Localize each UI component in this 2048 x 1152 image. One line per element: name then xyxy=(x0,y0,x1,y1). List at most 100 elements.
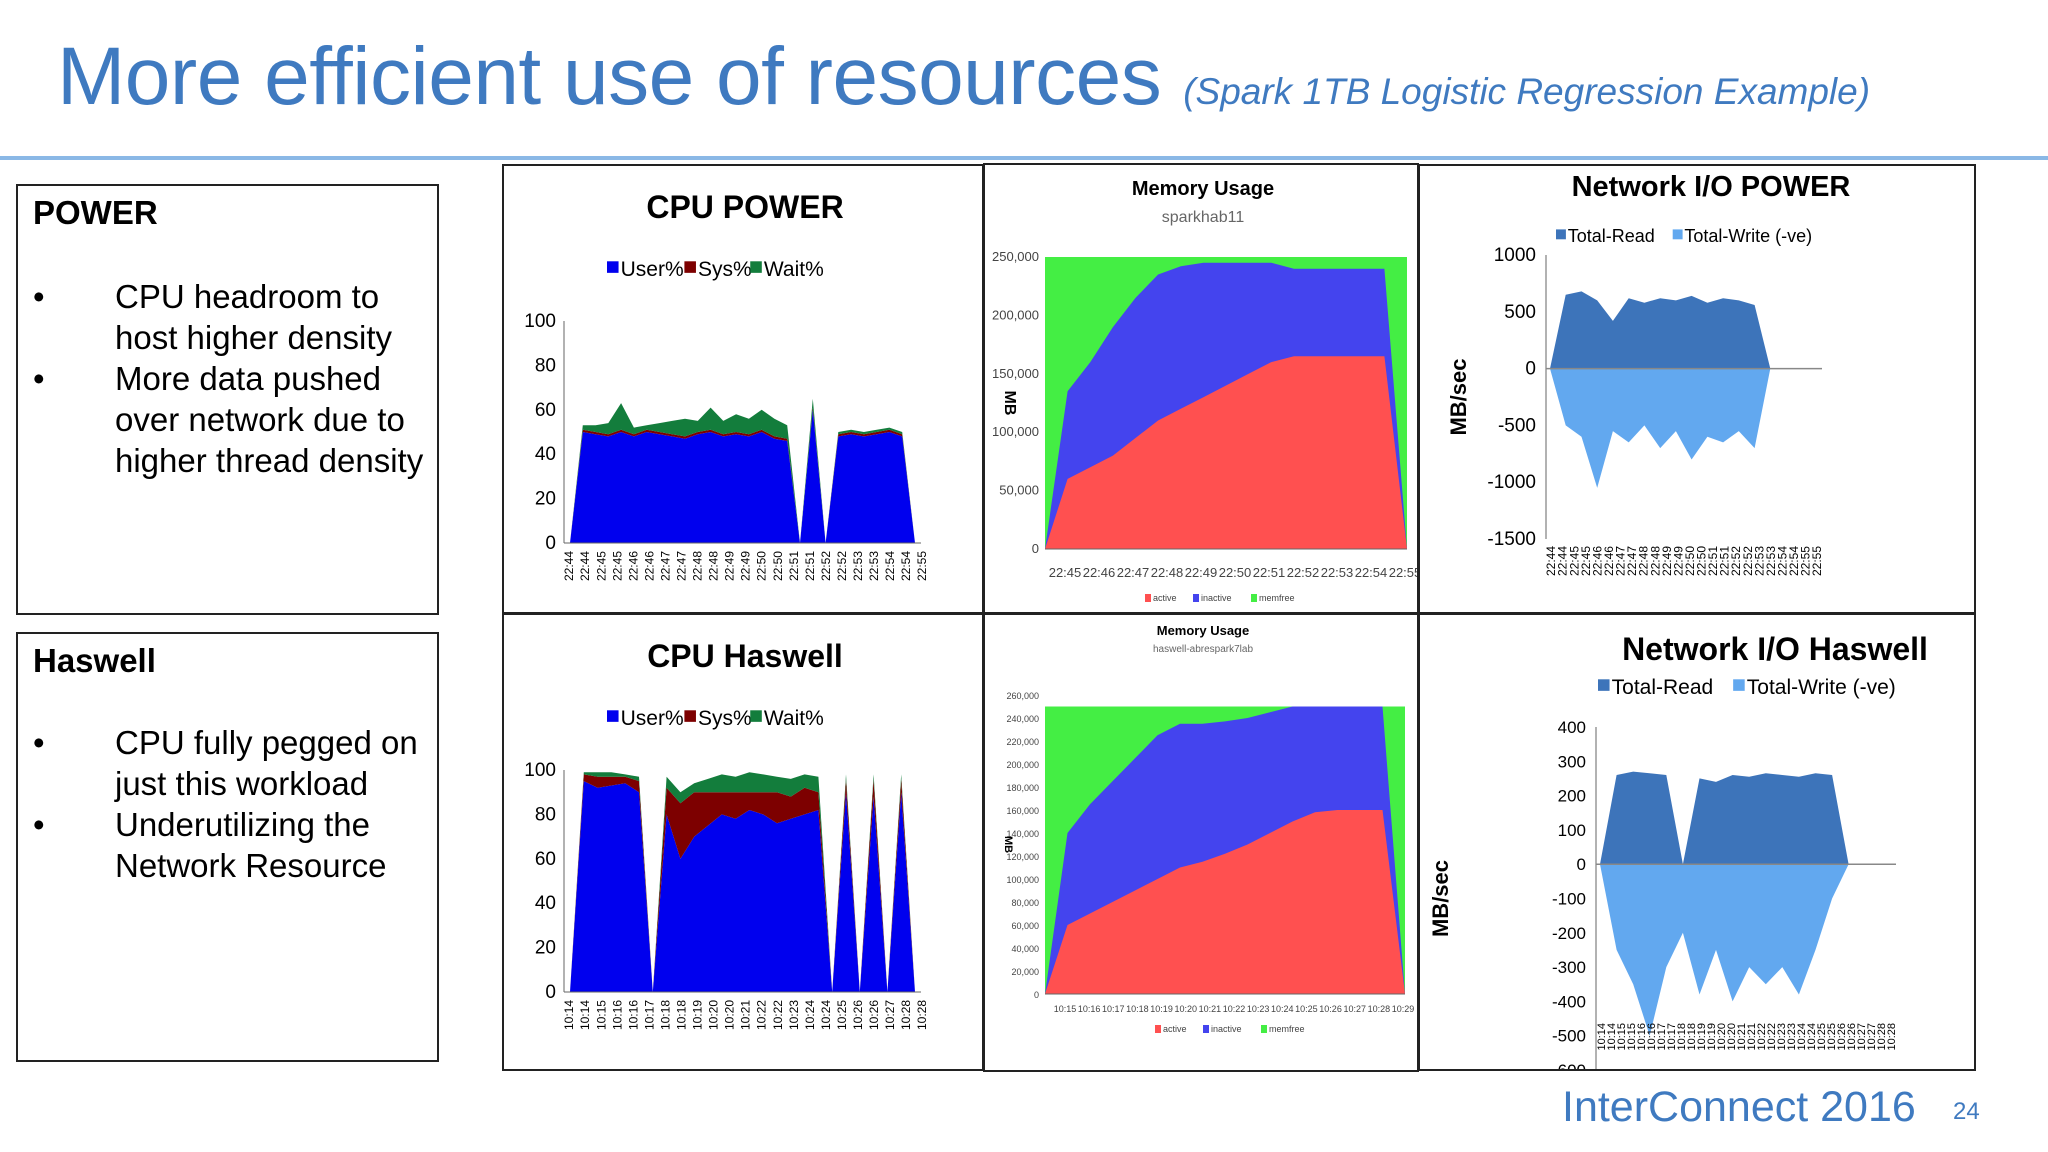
chart-title: Network I/O POWER xyxy=(1572,171,1851,203)
x-tick-label: 22:48 xyxy=(1648,546,1662,576)
x-tick-label: 22:45 xyxy=(610,551,624,581)
y-tick-label: 300 xyxy=(1558,752,1586,771)
x-tick-label: 22:53 xyxy=(851,551,865,581)
y-tick-label: 80 xyxy=(535,804,556,825)
x-tick-label: 10:18 xyxy=(674,1000,688,1030)
x-tick-label: 22:50 xyxy=(1219,565,1252,580)
y-tick-label: 40 xyxy=(535,893,556,914)
x-tick-label: 10:15 xyxy=(1616,1023,1628,1051)
x-tick-label: 22:55 xyxy=(915,551,929,581)
network-power-chart: Network I/O POWER Total-Read Total-Write (… xyxy=(1418,164,1976,614)
slide-subtitle: (Spark 1TB Logistic Regression Example) xyxy=(1183,71,1871,112)
y-axis-label: MB/sec xyxy=(1446,358,1471,435)
x-tick-label: 10:23 xyxy=(787,1000,801,1030)
y-tick-label: 40 xyxy=(535,444,556,465)
legend-label: Total-Read xyxy=(1568,226,1655,246)
x-tick-label: 10:27 xyxy=(1343,1004,1366,1014)
y-tick-label: -400 xyxy=(1552,992,1586,1011)
x-tick-label: 22:49 xyxy=(1671,546,1685,576)
bullet-text: CPU fully pegged on just this workload xyxy=(115,724,418,802)
y-axis-label: MB xyxy=(1001,391,1018,416)
y-tick-label: 150,000 xyxy=(992,366,1039,381)
legend-swatch xyxy=(607,710,619,722)
y-tick-label: 240,000 xyxy=(1006,714,1039,724)
x-tick-label: 22:47 xyxy=(1117,565,1150,580)
x-tick-label: 22:48 xyxy=(691,551,705,581)
legend-swatch xyxy=(1155,1025,1161,1033)
x-tick-label: 22:45 xyxy=(1049,565,1082,580)
x-tick-label: 10:27 xyxy=(1866,1023,1878,1051)
x-tick-label: 10:20 xyxy=(723,1000,737,1030)
x-tick-label: 22:50 xyxy=(771,551,785,581)
y-tick-label: 400 xyxy=(1558,718,1586,737)
y-tick-label: 80 xyxy=(535,355,556,376)
x-tick-label: 10:20 xyxy=(1174,1004,1197,1014)
x-tick-label: 22:51 xyxy=(1706,546,1720,576)
series-area-user- xyxy=(570,409,915,543)
x-tick-label: 10:28 xyxy=(899,1000,913,1030)
x-tick-label: 10:25 xyxy=(1826,1023,1838,1051)
bullet-text: CPU headroom to host higher density xyxy=(115,278,393,356)
x-tick-label: 22:50 xyxy=(1695,546,1709,576)
x-tick-label: 10:16 xyxy=(610,1000,624,1030)
y-tick-label: 180,000 xyxy=(1006,783,1039,793)
x-tick-label: 10:18 xyxy=(1676,1023,1688,1051)
bullet-dot: • xyxy=(33,360,45,397)
slide-title: More efficient use of resources xyxy=(57,31,1162,122)
series-area-user- xyxy=(570,781,915,992)
bullet-dot: • xyxy=(33,724,45,761)
x-tick-label: 22:52 xyxy=(1741,546,1755,576)
chart-subtitle: haswell-abrespark7lab xyxy=(1153,644,1253,655)
x-tick-label: 22:54 xyxy=(1787,546,1801,576)
legend-swatch xyxy=(1733,679,1745,691)
y-tick-label: 200,000 xyxy=(1006,760,1039,770)
x-tick-label: 22:45 xyxy=(1567,546,1581,576)
chart-title: CPU Haswell xyxy=(647,638,843,674)
y-tick-label: 0 xyxy=(1525,359,1536,380)
x-tick-label: 10:17 xyxy=(642,1000,656,1030)
y-tick-label: 100 xyxy=(524,760,556,781)
x-tick-label: 22:47 xyxy=(1614,546,1628,576)
y-tick-label: 80,000 xyxy=(1011,898,1039,908)
legend-swatch xyxy=(1251,594,1257,602)
y-axis-label: MB xyxy=(1002,836,1014,853)
legend-swatch xyxy=(1145,594,1151,602)
x-tick-label: 22:51 xyxy=(803,551,817,581)
x-tick-label: 22:53 xyxy=(1764,546,1778,576)
title-divider xyxy=(0,156,2048,160)
x-tick-label: 10:17 xyxy=(1102,1004,1125,1014)
cpu-power-chart: CPU POWER User% Sys% Wait% 0 20 40 60 80 100 22:44… xyxy=(502,164,984,614)
x-tick-label: 22:55 xyxy=(1810,546,1824,576)
y-tick-label: 1000 xyxy=(1494,245,1536,266)
legend-swatch xyxy=(684,710,696,722)
x-tick-label: 10:24 xyxy=(1271,1004,1294,1014)
y-tick-label: 200,000 xyxy=(992,307,1039,322)
y-tick-label: 120,000 xyxy=(1006,852,1039,862)
x-tick-label: 10:22 xyxy=(1766,1023,1778,1051)
legend-swatch xyxy=(750,261,762,273)
y-tick-label: 100 xyxy=(1558,821,1586,840)
x-tick-label: 10:27 xyxy=(1856,1023,1868,1051)
x-tick-label: 10:19 xyxy=(691,1000,705,1030)
y-tick-label: 60 xyxy=(535,400,556,421)
y-tick-label: 40,000 xyxy=(1011,944,1039,954)
legend-label: inactive xyxy=(1211,1024,1242,1034)
y-tick-label: 0 xyxy=(545,982,556,1003)
x-tick-label: 22:47 xyxy=(658,551,672,581)
haswell-text-box: Haswell • CPU fully pegged on just this … xyxy=(16,632,439,1062)
series-area-sys- xyxy=(570,407,915,543)
x-tick-label: 22:53 xyxy=(1752,546,1766,576)
x-tick-label: 10:18 xyxy=(1126,1004,1149,1014)
x-tick-label: 10:14 xyxy=(1606,1023,1618,1051)
series-area-active xyxy=(1045,810,1405,994)
x-tick-label: 10:15 xyxy=(594,1000,608,1030)
x-tick-label: 10:26 xyxy=(1319,1004,1342,1014)
x-tick-label: 10:29 xyxy=(1392,1004,1415,1014)
series-area-total-write xyxy=(1550,368,1771,488)
legend-swatch xyxy=(607,261,619,273)
x-tick-label: 10:21 xyxy=(1746,1023,1758,1051)
bullet-text: More data pushed over network due to hig… xyxy=(115,360,424,479)
y-tick-label: 20 xyxy=(535,489,556,510)
x-tick-label: 10:15 xyxy=(1054,1004,1077,1014)
legend-swatch xyxy=(750,710,762,722)
